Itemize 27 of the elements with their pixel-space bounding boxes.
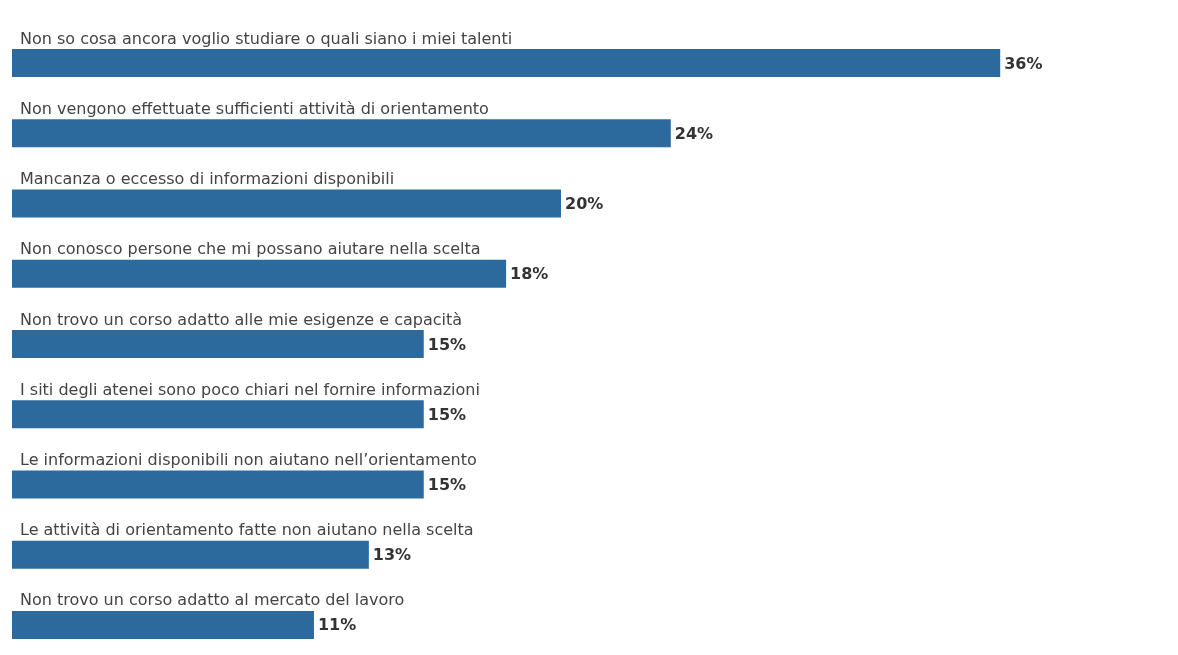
data-label: 15% [427, 334, 467, 354]
y-tick-label: Non so cosa ancora voglio studiare o quali siano i miei talenti [20, 28, 513, 48]
bar [12, 330, 424, 358]
y-tick-label: Le informazioni disponibili non aiutano nell’orientamento [20, 449, 477, 469]
data-label: 15% [427, 474, 467, 494]
y-tick-label: Non trovo un corso adatto al mercato del lavoro [20, 590, 405, 610]
bar [12, 470, 424, 499]
data-label: 15% [427, 404, 467, 424]
bar [12, 49, 1001, 78]
bar [12, 259, 507, 288]
y-tick-label: Le attività di orientamento fatte non aiutano nella scelta [20, 520, 474, 540]
y-tick-label: Non vengono effettuate sufficienti attività di orientamento [20, 98, 489, 118]
data-label: 13% [372, 545, 412, 565]
data-label: 11% [317, 615, 357, 635]
y-tick-label: Non trovo un corso adatto alle mie esigenze e capacità [20, 309, 463, 329]
data-label: 36% [1004, 53, 1043, 73]
bar [12, 189, 561, 218]
data-label: 20% [565, 194, 604, 214]
y-tick-label: Mancanza o eccesso di informazioni disponibili [20, 169, 395, 189]
data-label: 18% [510, 264, 549, 284]
data-label: 24% [674, 123, 714, 143]
bar [12, 400, 424, 429]
bar [12, 540, 369, 569]
y-tick-label: I siti degli atenei sono poco chiari nel fornire informazioni [20, 379, 480, 399]
bar [12, 119, 671, 148]
y-tick-label: Non conosco persone che mi possano aiutare nella scelta [20, 239, 481, 259]
bar [12, 610, 314, 639]
